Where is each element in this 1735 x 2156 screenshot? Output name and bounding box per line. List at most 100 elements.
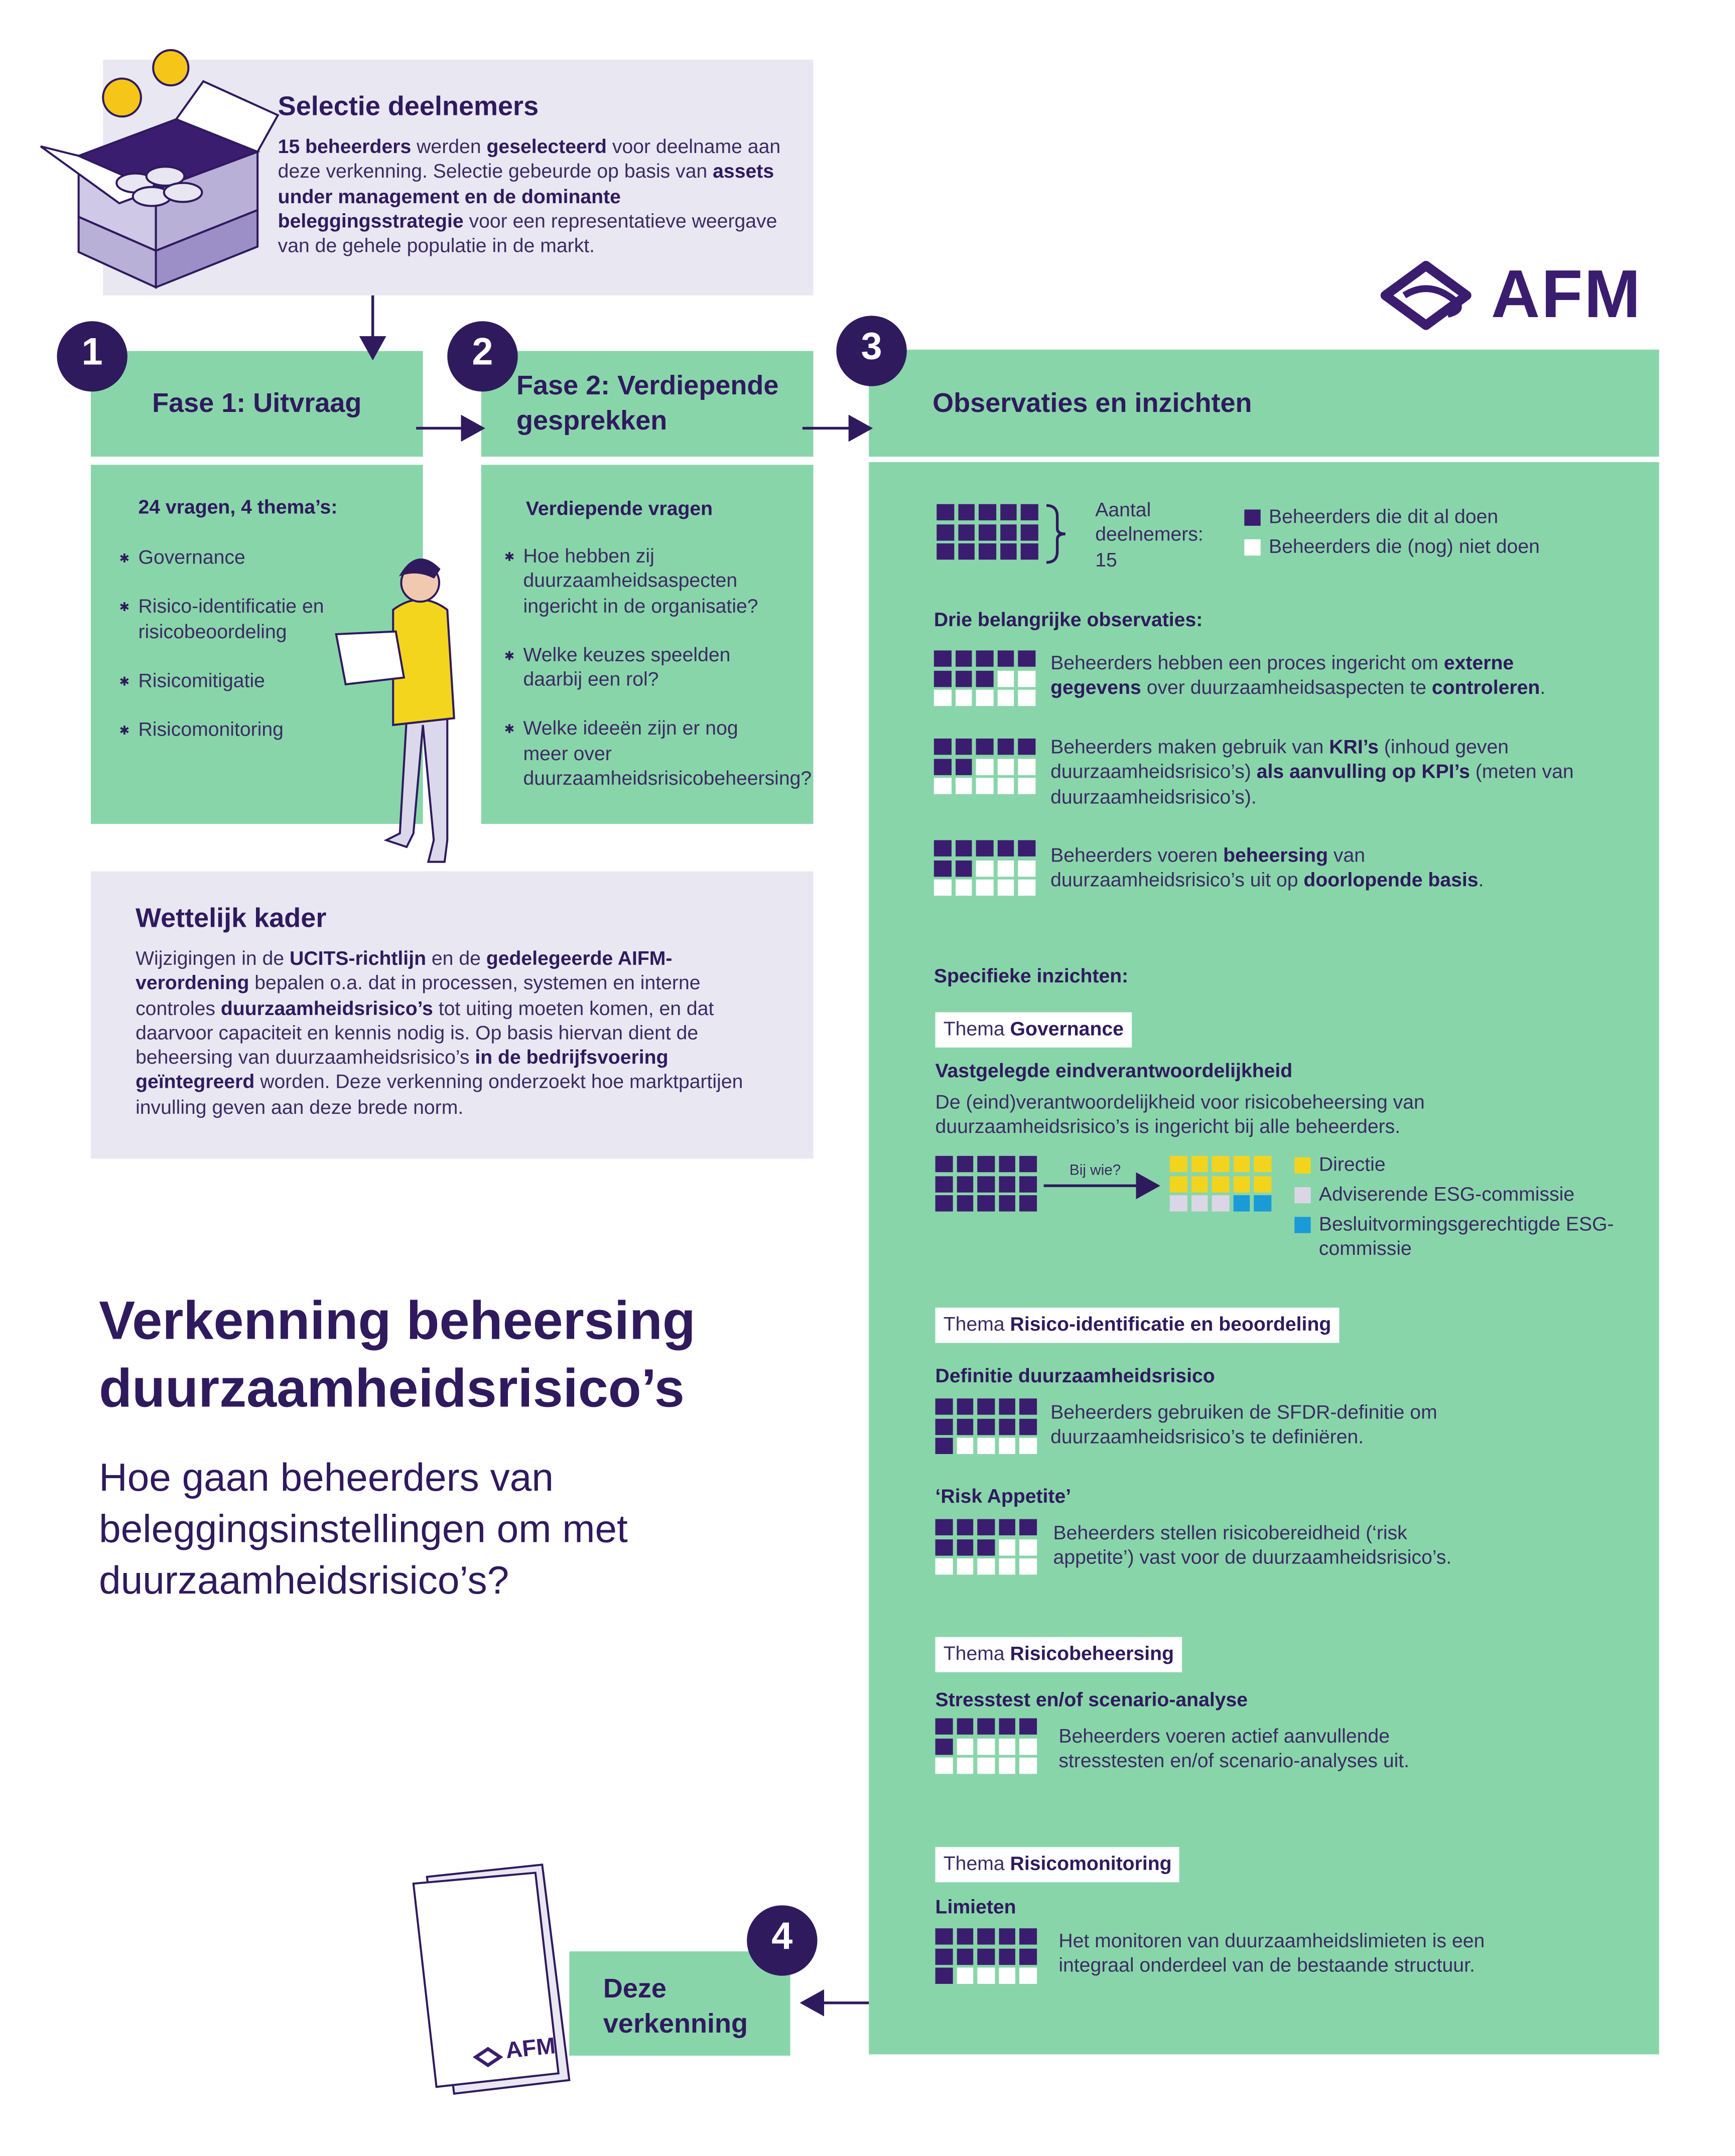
waffle-cell bbox=[955, 689, 972, 706]
block-text: Beheerders voeren actief aanvullende str… bbox=[1058, 1726, 1410, 1773]
step-number: 3 bbox=[861, 325, 882, 367]
aantal-value: 15 bbox=[1095, 549, 1117, 571]
verkenning-label: Deze verkenning bbox=[603, 1974, 748, 2040]
waffle-cell bbox=[933, 670, 951, 686]
text-span: UCITS-richtlijn bbox=[290, 948, 427, 970]
waffle-cell bbox=[1019, 1948, 1036, 1964]
theme-name: Risico-identificatie en beoordeling bbox=[1010, 1314, 1331, 1336]
waffle-cell bbox=[956, 1418, 974, 1434]
fase2-intro: Verdiepende vragen bbox=[525, 498, 713, 521]
fase2-title: Fase 2: Verdiepende gesprekken bbox=[516, 371, 779, 437]
legend-item: Beheerders die dit al doen bbox=[1244, 505, 1540, 530]
text-span: externe gegevens bbox=[1050, 653, 1514, 700]
waffle-cell bbox=[955, 840, 972, 856]
text-span: over duurzaamheidsaspecten te bbox=[1141, 678, 1432, 700]
waffle-cell bbox=[955, 859, 972, 877]
waffle-cell bbox=[977, 1156, 995, 1173]
waffle-cell bbox=[1019, 1738, 1036, 1755]
waffle-cell bbox=[997, 670, 1014, 686]
waffle-cell bbox=[1018, 879, 1035, 896]
waffle-cell bbox=[958, 543, 975, 560]
waffle-cell bbox=[1018, 840, 1035, 856]
text-span: assets under management en de dominante … bbox=[278, 162, 774, 233]
waffle-cell bbox=[1169, 1195, 1187, 1212]
waffle-cell bbox=[935, 1438, 953, 1454]
logo-text: AFM bbox=[1491, 256, 1642, 332]
waffle-cell bbox=[1019, 1438, 1036, 1454]
theme-name: Risicobeheersing bbox=[1010, 1644, 1174, 1666]
waffle-cell bbox=[997, 738, 1014, 755]
waffle-cell bbox=[1018, 778, 1035, 794]
waffle-cell bbox=[1018, 758, 1035, 775]
waffle-cell bbox=[1190, 1156, 1208, 1173]
waffle-cell bbox=[956, 1156, 974, 1173]
waffle-cell bbox=[935, 1757, 953, 1774]
waffle-cell bbox=[976, 650, 993, 667]
waffle-cell bbox=[997, 859, 1014, 877]
waffle-cell bbox=[1019, 1175, 1036, 1192]
waffle-cell bbox=[1018, 738, 1035, 755]
waffle-cell bbox=[1233, 1156, 1250, 1173]
box-illustration bbox=[40, 49, 280, 289]
text-span: als aanvulling op KPI’s bbox=[1256, 762, 1470, 784]
waffle-cell bbox=[976, 738, 993, 755]
verkenning-box bbox=[569, 1951, 790, 2056]
waffle-cell bbox=[937, 504, 954, 521]
waffle-cell bbox=[977, 1538, 995, 1555]
section-label: Drie belangrijke observaties: bbox=[933, 610, 1203, 632]
waffle-cell bbox=[1019, 1418, 1036, 1434]
waffle-cell bbox=[1233, 1175, 1250, 1192]
waffle-cell bbox=[956, 1519, 974, 1536]
waffle-cell bbox=[977, 1195, 995, 1212]
waffle-cell bbox=[998, 1519, 1015, 1536]
fase1-list: Governance Risico-identificatie en risico… bbox=[119, 546, 363, 768]
text-span: beheersing bbox=[1223, 845, 1328, 868]
waffle-cell bbox=[935, 1558, 953, 1575]
waffle-cell bbox=[998, 1398, 1015, 1415]
legend-label: Besluitvormingsgerechtigde ESG-commissie bbox=[1318, 1214, 1614, 1260]
obs-body bbox=[869, 462, 1659, 2055]
text-span: Wijzigingen in de bbox=[136, 948, 290, 970]
legend: Beheerders die dit al doen Beheerders die… bbox=[1244, 505, 1540, 565]
block-title: Stresstest en/of scenario-analyse bbox=[935, 1689, 1248, 1712]
waffle-cell bbox=[956, 1195, 974, 1212]
text-span: 15 beheerders bbox=[278, 136, 412, 159]
legend-label: Beheerders die (nog) niet doen bbox=[1268, 536, 1540, 558]
waffle-cell bbox=[956, 1928, 974, 1945]
question-label: Bij wie? bbox=[1069, 1163, 1121, 1179]
text-span: Beheerders voeren bbox=[1050, 845, 1224, 868]
block-title: Limieten bbox=[935, 1897, 1016, 1919]
waffle-cell bbox=[956, 1175, 974, 1192]
waffle-cell bbox=[998, 1156, 1015, 1173]
waffle-cell bbox=[999, 523, 1017, 540]
text-span: gedelegeerde AIFM-verordening bbox=[136, 948, 673, 995]
waffle-cell bbox=[977, 1967, 995, 1984]
waffle-cell bbox=[977, 1928, 995, 1945]
waffle-cell bbox=[956, 1718, 974, 1735]
fase1-intro: 24 vragen, 4 thema’s: bbox=[138, 497, 338, 519]
list-item: Governance bbox=[119, 546, 363, 571]
waffle-cell bbox=[1212, 1156, 1229, 1173]
waffle-cell bbox=[997, 689, 1014, 706]
waffle-cell bbox=[998, 1928, 1015, 1945]
waffle-cell bbox=[1169, 1156, 1187, 1173]
waffle-cell bbox=[1190, 1175, 1208, 1192]
text-span: van duurzaamheidsrisico’s uit op bbox=[1050, 845, 1366, 892]
waffle-cell bbox=[978, 543, 996, 560]
text-span: doorlopende basis bbox=[1303, 870, 1479, 892]
legend-swatch bbox=[1244, 539, 1261, 556]
observation-text: Beheerders voeren beheersing van duurzaa… bbox=[1050, 844, 1511, 894]
obs-header bbox=[869, 349, 1659, 457]
waffle-cell bbox=[933, 758, 951, 775]
waffle-cell bbox=[935, 1967, 953, 1984]
waffle-cell bbox=[935, 1538, 953, 1555]
waffle-cell bbox=[955, 879, 972, 896]
waffle-cell bbox=[977, 1438, 995, 1454]
observation-text: Beheerders maken gebruik van KRI’s (inho… bbox=[1050, 736, 1586, 810]
text-span: werden bbox=[411, 136, 487, 159]
waffle-cell bbox=[998, 1718, 1015, 1735]
waffle-cell bbox=[977, 1558, 995, 1575]
waffle-cell bbox=[1212, 1195, 1229, 1212]
selectie-body: 15 beheerders werden geselecteerd voor d… bbox=[278, 135, 786, 259]
